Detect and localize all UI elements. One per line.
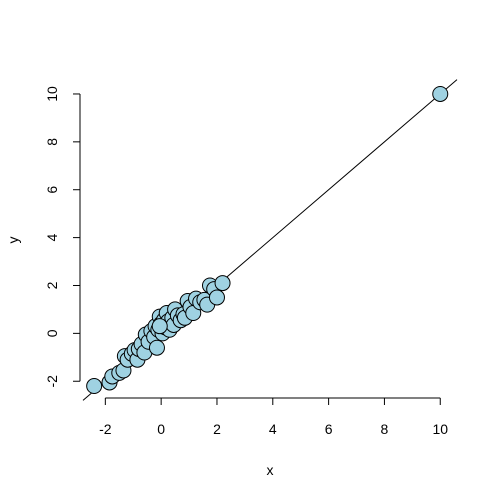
data-point bbox=[432, 85, 449, 102]
y-tick-label: 8 bbox=[44, 138, 60, 146]
data-point bbox=[151, 318, 168, 335]
y-tick-label: 0 bbox=[44, 329, 60, 337]
x-tick-label: 4 bbox=[269, 421, 277, 437]
x-tick-label: 2 bbox=[213, 421, 221, 437]
data-points bbox=[86, 85, 449, 395]
x-tick-label: 6 bbox=[325, 421, 333, 437]
y-tick-label: 4 bbox=[44, 234, 60, 242]
y-tick-label: -2 bbox=[44, 375, 60, 388]
axes: -2 0 2 4 6 8 10 -2 0 2 4 6 8 10 bbox=[44, 86, 448, 437]
data-point bbox=[148, 339, 165, 356]
y-tick-label: 10 bbox=[44, 86, 60, 102]
data-point bbox=[214, 275, 231, 292]
x-axis-label: x bbox=[267, 462, 274, 478]
y-tick-label: 6 bbox=[44, 186, 60, 194]
x-tick-label: 10 bbox=[432, 421, 448, 437]
y-tick-label: 2 bbox=[44, 281, 60, 289]
data-point bbox=[86, 378, 103, 395]
x-tick-label: 8 bbox=[381, 421, 389, 437]
x-tick-label: -2 bbox=[99, 421, 112, 437]
x-tick-label: 0 bbox=[157, 421, 165, 437]
data-point bbox=[208, 289, 225, 306]
y-axis-label: y bbox=[5, 237, 21, 244]
